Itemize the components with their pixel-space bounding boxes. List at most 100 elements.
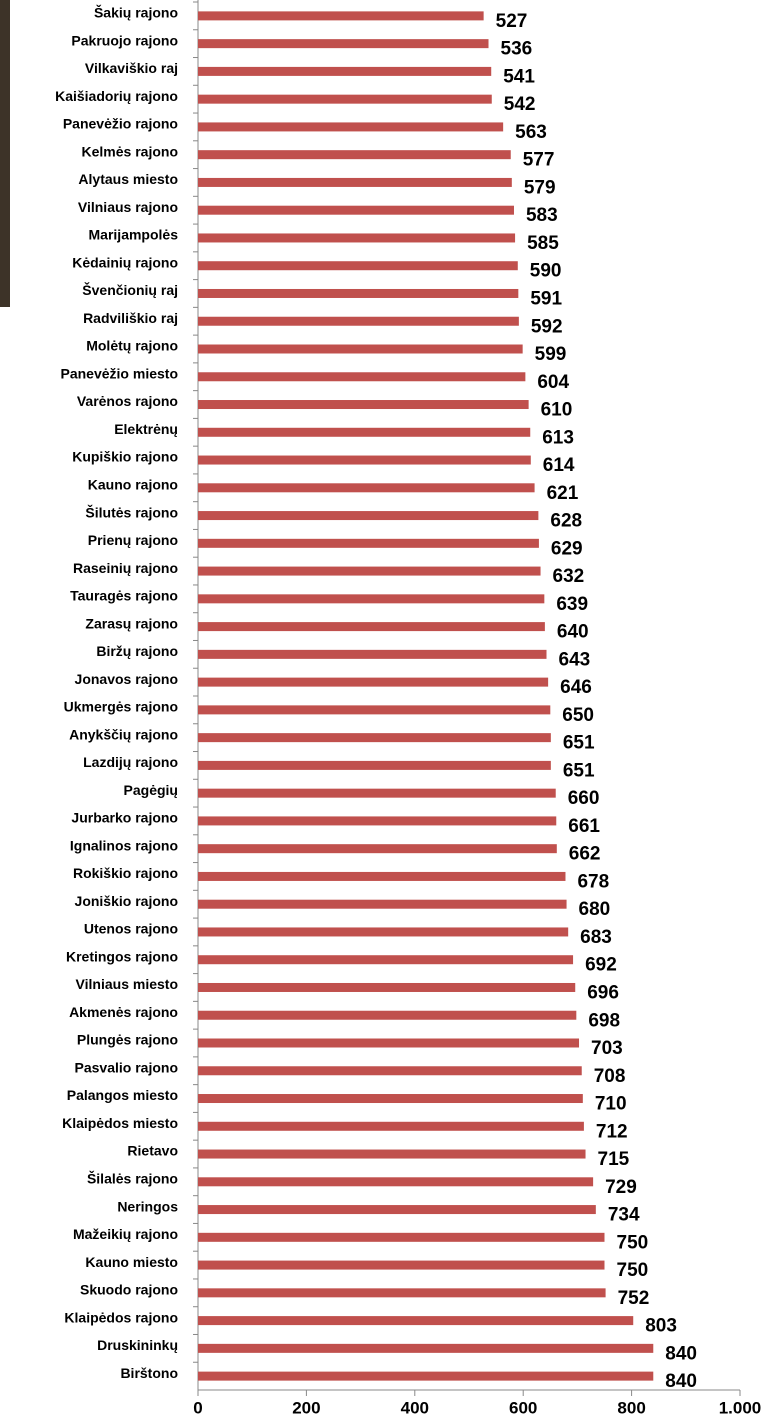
y-tick-label: Radviliškio raj	[83, 310, 178, 326]
y-tick-label: Švenčionių raj	[82, 281, 178, 298]
bar	[198, 1038, 580, 1048]
bar	[198, 66, 492, 76]
y-tick-label: Klaipėdos rajono	[64, 1309, 178, 1325]
bar	[198, 844, 557, 854]
value-label: 643	[559, 649, 591, 670]
bar	[198, 1343, 654, 1353]
value-label: 585	[527, 233, 559, 254]
y-tick-label: Rokiškio rajono	[73, 865, 178, 881]
bar	[198, 705, 551, 715]
x-tick-label: 600	[509, 1398, 537, 1416]
y-tick-label: Biržų rajono	[96, 643, 178, 659]
y-tick-label: Utenos rajono	[84, 921, 178, 937]
y-tick-label: Elektrėnų	[114, 421, 178, 437]
bar	[198, 1205, 596, 1215]
y-tick-label: Tauragės rajono	[70, 588, 178, 604]
bar	[198, 622, 545, 632]
y-tick-label: Kupiškio rajono	[72, 449, 178, 465]
bar	[198, 288, 519, 298]
bar	[198, 1149, 586, 1159]
y-tick-label: Vilniaus rajono	[78, 199, 178, 215]
bar	[198, 372, 526, 382]
y-tick-label: Klaipėdos miesto	[62, 1115, 178, 1131]
y-tick-label: Ignalinos rajono	[70, 837, 178, 853]
value-label: 640	[557, 622, 589, 643]
bar	[198, 760, 551, 770]
value-label: 840	[665, 1371, 697, 1392]
bar	[198, 427, 531, 437]
bar	[198, 11, 484, 21]
value-label: 628	[550, 511, 582, 532]
y-tick-label: Kauno miesto	[85, 1254, 178, 1270]
y-tick-label: Varėnos rajono	[77, 393, 178, 409]
value-label: 710	[595, 1094, 627, 1115]
bar	[198, 233, 516, 243]
bar	[198, 649, 547, 659]
bar	[198, 205, 514, 215]
value-label: 680	[579, 899, 611, 920]
bar	[198, 538, 539, 548]
bar	[198, 733, 551, 743]
y-tick-label: Prienų rajono	[88, 532, 178, 548]
value-label: 629	[551, 538, 583, 559]
bar	[198, 1232, 605, 1242]
x-tick-label: 200	[292, 1398, 320, 1416]
x-tick-label: 800	[617, 1398, 645, 1416]
value-label: 527	[496, 11, 528, 32]
value-label: 579	[524, 177, 556, 198]
bar	[198, 400, 529, 410]
bar	[198, 955, 574, 965]
value-label: 651	[563, 733, 595, 754]
bar	[198, 927, 569, 937]
value-label: 651	[563, 760, 595, 781]
y-tick-label: Raseinių rajono	[73, 560, 178, 576]
value-label: 712	[596, 1121, 628, 1142]
y-tick-label: Šakių rajono	[94, 4, 178, 21]
y-tick-label: Rietavo	[127, 1143, 178, 1159]
y-tick-label: Šilalės rajono	[87, 1170, 178, 1187]
y-tick-label: Kėdainių rajono	[72, 254, 178, 270]
value-label: 750	[617, 1232, 649, 1253]
value-label: 577	[523, 150, 555, 171]
bar	[198, 1121, 584, 1131]
value-label: 650	[562, 705, 594, 726]
value-label: 708	[594, 1066, 626, 1087]
y-tick-label: Skuodo rajono	[80, 1282, 178, 1298]
y-tick-label: Jurbarko rajono	[71, 810, 178, 826]
y-tick-label: Pakruojo rajono	[71, 32, 178, 48]
value-label: 734	[608, 1205, 640, 1226]
x-tick-label: 400	[401, 1398, 429, 1416]
bar	[198, 1094, 583, 1104]
value-label: 610	[541, 400, 573, 421]
y-tick-label: Druskininkų	[97, 1337, 178, 1353]
y-tick-label: Šilutės rajono	[85, 503, 178, 520]
value-label: 599	[535, 344, 567, 365]
y-tick-label: Jonavos rajono	[75, 671, 178, 687]
value-label: 729	[605, 1177, 637, 1198]
bar	[198, 511, 539, 521]
bar	[198, 594, 545, 604]
y-tick-label: Kelmės rajono	[82, 143, 178, 159]
y-tick-label: Lazdijų rajono	[83, 754, 178, 770]
y-tick-label: Akmenės rajono	[69, 1004, 178, 1020]
value-label: 542	[504, 94, 536, 115]
y-tick-label: Vilniaus miesto	[76, 976, 178, 992]
bar	[198, 455, 531, 465]
value-label: 621	[547, 483, 579, 504]
value-label: 590	[530, 261, 562, 282]
bar	[198, 39, 489, 49]
y-tick-label: Panevėžio rajono	[63, 116, 178, 132]
x-tick-label: 0	[193, 1398, 202, 1416]
bar	[198, 982, 576, 992]
y-tick-label: Kaišiadorių rajono	[55, 88, 178, 104]
bar	[198, 1260, 605, 1270]
value-label: 639	[556, 594, 588, 615]
x-tick-label: 1.000	[719, 1398, 762, 1416]
value-label: 662	[569, 844, 601, 865]
value-label: 613	[542, 427, 574, 448]
bar	[198, 1316, 634, 1326]
y-tick-label: Pagėgių	[124, 782, 178, 798]
value-label: 678	[577, 871, 609, 892]
value-label: 592	[531, 316, 563, 337]
